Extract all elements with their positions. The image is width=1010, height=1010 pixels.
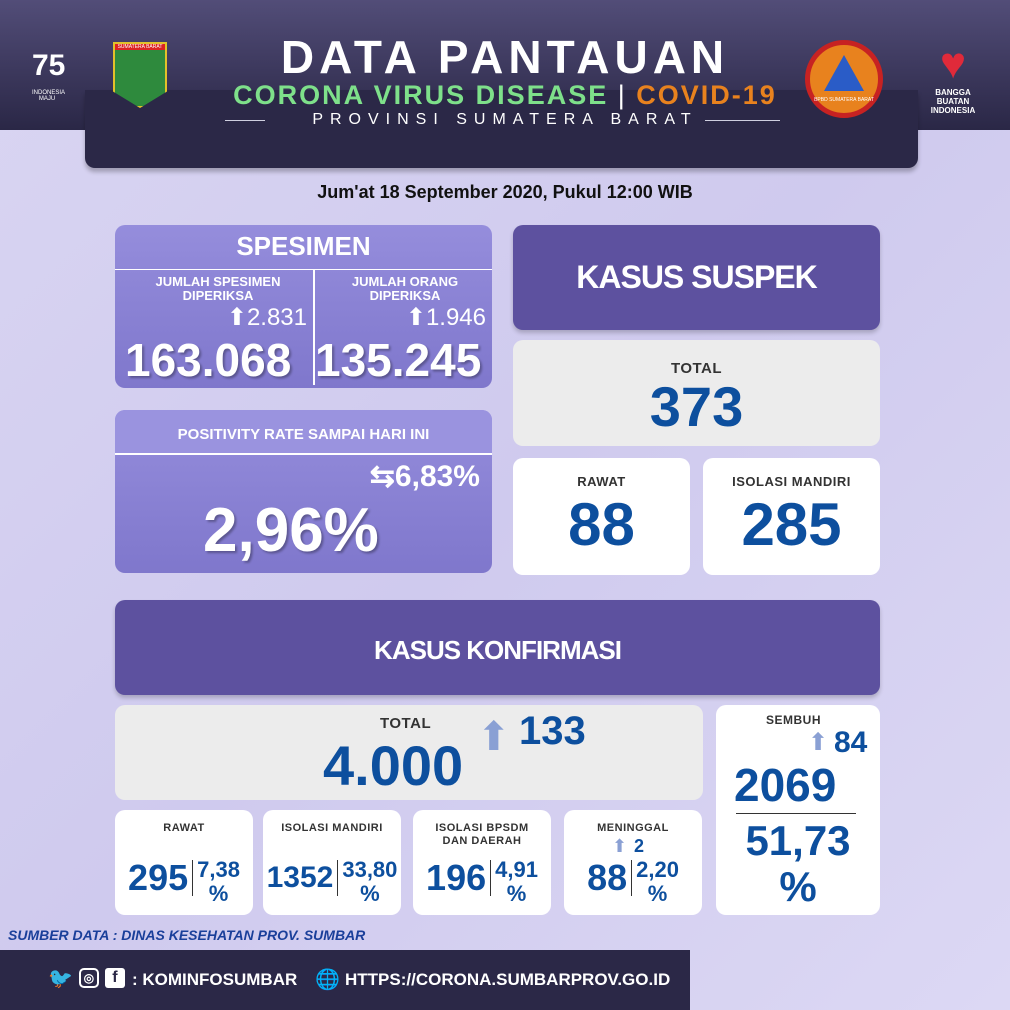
item-value: 1352 [266, 861, 334, 894]
sembuh-increase: 84 [834, 726, 868, 759]
page-subtitle: CORONA VIRUS DISEASE | COVID-19 [233, 80, 777, 110]
item-pct: 7,38 [197, 857, 240, 882]
arrow-up-icon: ⬆ [808, 729, 829, 756]
total-value: 4.000 [323, 734, 464, 797]
sembuh-value: 2069 [734, 759, 837, 811]
konfirmasi-item-card: ISOLASI BPSDM DAN DAERAH 196 4,91% [413, 810, 551, 915]
pct-sign: % [506, 881, 527, 906]
konfirmasi-title: KASUS KONFIRMASI [115, 600, 880, 695]
item-value: 196 [426, 857, 487, 898]
orang-label: JUMLAH ORANG DIPERIKSA [351, 274, 459, 303]
item-value: 88 [587, 857, 628, 898]
positivity-compare: ⇆6,83% [370, 460, 480, 494]
item-pct: 2,20 [636, 857, 679, 882]
suspek-isolasi-card: ISOLASI MANDIRI 285 [703, 458, 880, 575]
subtitle-orange: COVID-19 [636, 80, 777, 110]
social-handle[interactable]: : KOMINFOSUMBAR [132, 970, 298, 989]
spesimen-increase: ⬆2.831 [227, 304, 307, 332]
compare-value: 6,83% [394, 460, 480, 493]
province-label: PROVINSI SUMATERA BARAT [312, 111, 698, 128]
logo-text: INDONESIA MAJU [32, 90, 66, 102]
facebook-icon[interactable]: f [104, 968, 125, 988]
instagram-icon[interactable]: ◎ [78, 968, 99, 988]
isolasi-label: ISOLASI MANDIRI [732, 474, 851, 489]
website-link[interactable]: HTTPS://CORONA.SUMBARPROV.GO.ID [345, 970, 671, 989]
orang-increase: ⬆1.946 [406, 304, 486, 332]
total-label: TOTAL [670, 360, 723, 377]
rawat-value: 88 [568, 491, 635, 558]
logo-text: BANGGA BUATAN INDONESIA [930, 88, 976, 115]
data-source: SUMBER DATA : DINAS KESEHATAN PROV. SUMB… [8, 927, 366, 943]
spesimen-value: 163.068 [125, 334, 292, 386]
spesimen-label: JUMLAH SPESIMEN DIPERIKSA [155, 274, 281, 303]
item-label: MENINGGAL [597, 822, 669, 834]
orang-value: 135.245 [315, 334, 482, 386]
divider [705, 120, 780, 121]
footer-bar: 🐦 ◎ f : KOMINFOSUMBAR 🌐 HTTPS://CORONA.SUM… [0, 950, 690, 1010]
triangle-icon [824, 55, 864, 91]
logo-text: BPBD SUMATERA BARAT [814, 97, 874, 103]
item-label: RAWAT [163, 822, 205, 834]
item-label-2: DAN DAERAH [442, 835, 522, 847]
item-label: ISOLASI BPSDM [435, 822, 529, 834]
item-pct: 4,91 [495, 857, 538, 882]
globe-icon: 🌐 [315, 969, 340, 991]
arrow-up-icon: ⬆ [405, 304, 426, 331]
item-increase: 2 [634, 836, 645, 856]
pct-sign: % [360, 881, 380, 906]
sembuh-pct: 51,73 [745, 817, 851, 864]
increase-value: 1.946 [425, 304, 486, 331]
item-pct: 33,80 [342, 857, 398, 882]
total-value: 373 [649, 375, 744, 438]
bpbd-logo: BPBD SUMATERA BARAT [805, 40, 883, 118]
arrow-up-icon: ⬆ [477, 715, 511, 759]
sembuh-pct-sign: % [779, 863, 817, 910]
suspek-title: KASUS SUSPEK [513, 225, 880, 330]
sembuh-card: SEMBUH ⬆ 84 2069 51,73 % [716, 705, 880, 915]
bangga-buatan-indonesia-logo: ♥ BANGGA BUATAN INDONESIA [918, 40, 988, 116]
positivity-value: 2,96% [203, 496, 379, 565]
spesimen-title: SPESIMEN [236, 231, 371, 261]
positivity-label: POSITIVITY RATE SAMPAI HARI INI [115, 410, 492, 455]
sembuh-label: SEMBUH [766, 713, 822, 727]
pct-sign: % [208, 881, 229, 906]
spesimen-card: SPESIMEN JUMLAH SPESIMEN DIPERIKSA ⬆2.83… [115, 225, 492, 388]
rawat-label: RAWAT [577, 474, 626, 489]
item-value: 295 [128, 857, 189, 898]
pct-sign: % [647, 881, 668, 906]
swap-arrows-icon: ⇆ [369, 460, 395, 493]
konfirmasi-item-card: ISOLASI MANDIRI 1352 33,80% [263, 810, 401, 915]
twitter-icon[interactable]: 🐦 [48, 968, 73, 990]
increase-value: 2.831 [246, 304, 307, 331]
header-tab [85, 90, 918, 168]
page-title: DATA PANTAUAN [280, 31, 730, 83]
suspek-rawat-card: RAWAT 88 [513, 458, 690, 575]
logo-text: SUMATERA BARAT [115, 44, 165, 50]
indonesia-maju-logo: 75 INDONESIA MAJU [32, 49, 66, 102]
subtitle-green: CORONA VIRUS DISEASE [233, 80, 609, 110]
total-increase: 133 [519, 709, 586, 753]
divider [225, 120, 265, 121]
total-label: TOTAL [380, 715, 432, 732]
item-label: ISOLASI MANDIRI [281, 822, 383, 834]
arrow-up-icon: ⬆ [612, 836, 628, 856]
social-icons: 🐦 ◎ f [48, 968, 125, 990]
sumbar-crest-logo: SUMATERA BARAT [113, 42, 167, 108]
positivity-card: POSITIVITY RATE SAMPAI HARI INI ⇆6,83% 2… [115, 410, 492, 573]
konfirmasi-item-card: RAWAT 295 7,38% [115, 810, 253, 915]
arrow-up-icon: ⬆ [226, 304, 247, 331]
konfirmasi-item-card: MENINGGAL ⬆ 2 88 2,20% [564, 810, 702, 915]
suspek-total-card: TOTAL 373 [513, 340, 880, 446]
konfirmasi-total-card: TOTAL 4.000 ⬆ 133 [115, 705, 703, 800]
report-date: Jum'at 18 September 2020, Pukul 12:00 WI… [317, 182, 693, 202]
isolasi-value: 285 [741, 491, 842, 558]
